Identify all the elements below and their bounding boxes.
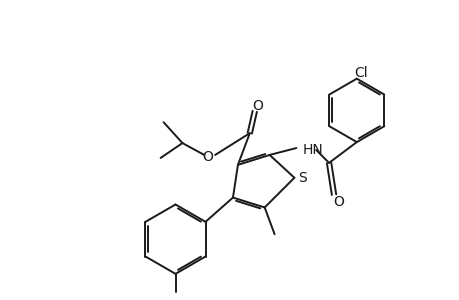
- Text: O: O: [333, 194, 344, 208]
- Text: HN: HN: [302, 143, 322, 157]
- Text: O: O: [202, 150, 212, 164]
- Text: S: S: [297, 171, 306, 185]
- Text: O: O: [252, 99, 263, 113]
- Text: Cl: Cl: [353, 66, 367, 80]
